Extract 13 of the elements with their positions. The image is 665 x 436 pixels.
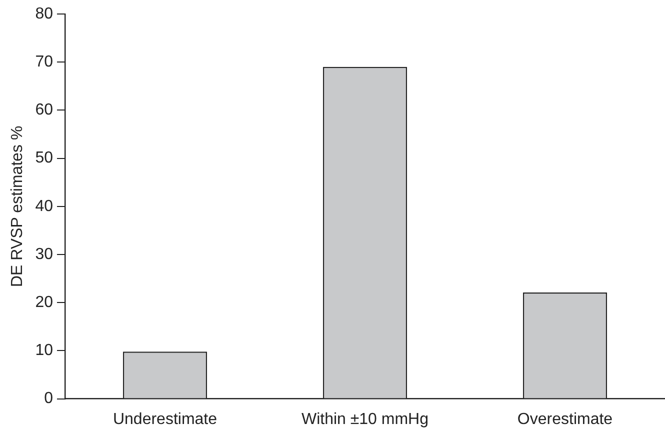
y-tick-label: 80 <box>35 5 54 22</box>
y-tick-label: 40 <box>35 198 54 215</box>
y-tick-label: 70 <box>35 54 54 71</box>
x-tick-label: Underestimate <box>112 410 218 428</box>
y-tick-label: 30 <box>35 246 54 263</box>
y-tick-label: 0 <box>44 390 54 408</box>
y-tick-label: 50 <box>35 150 54 167</box>
y-tick-label: 20 <box>35 294 54 312</box>
y-tick-label: 60 <box>35 102 54 119</box>
x-tick-label: Within ±10 mmHg <box>301 410 429 428</box>
x-tick-label: Overestimate <box>517 410 613 428</box>
y-tick-label: 10 <box>35 342 54 360</box>
y-axis-title: DE RVSP estimates % <box>9 126 26 288</box>
